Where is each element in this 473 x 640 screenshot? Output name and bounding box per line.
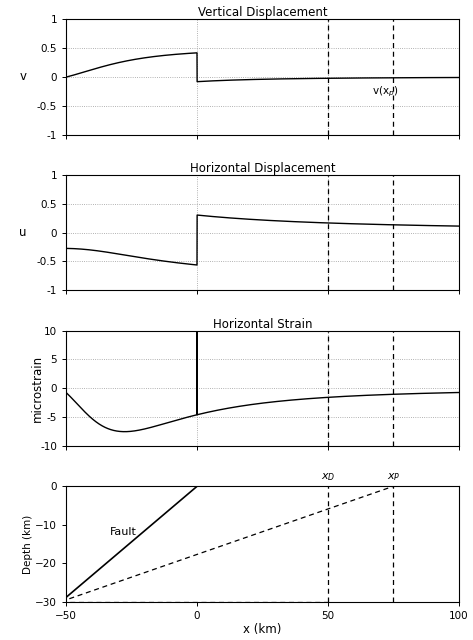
Text: v(x$_p$): v(x$_p$) <box>372 84 399 99</box>
Y-axis label: Depth (km): Depth (km) <box>23 515 33 573</box>
Y-axis label: microstrain: microstrain <box>31 355 44 422</box>
X-axis label: x (km): x (km) <box>243 623 282 636</box>
Text: $x_P$: $x_P$ <box>386 471 400 483</box>
Title: Horizontal Displacement: Horizontal Displacement <box>190 162 335 175</box>
Title: Horizontal Strain: Horizontal Strain <box>213 317 312 331</box>
Text: Fault: Fault <box>110 527 137 538</box>
Y-axis label: v: v <box>19 70 26 83</box>
Text: $x_D$: $x_D$ <box>321 471 335 483</box>
Y-axis label: u: u <box>19 226 27 239</box>
Title: Vertical Displacement: Vertical Displacement <box>198 6 327 19</box>
